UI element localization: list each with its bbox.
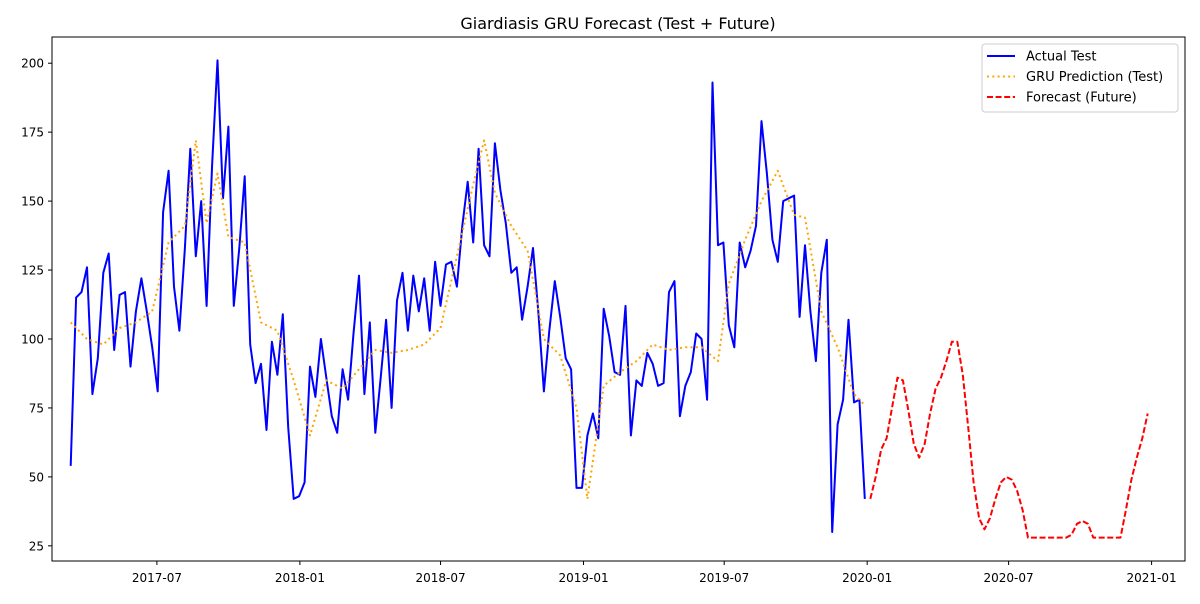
legend-label-1: Actual Test — [1026, 50, 1096, 65]
x-tick-label: 2020-01 — [842, 571, 892, 585]
legend-label-3: Forecast (Future) — [1026, 91, 1137, 106]
legend: Actual Test GRU Prediction (Test) Forecast… — [981, 43, 1179, 113]
x-tick-label: 2019-01 — [558, 571, 608, 585]
y-tick-label: 150 — [21, 195, 44, 209]
x-tick-label: 2019-07 — [699, 571, 749, 585]
y-tick-label: 200 — [21, 57, 44, 71]
y-tick-label: 175 — [21, 126, 44, 140]
series-line-3 — [869, 340, 1149, 539]
axes-layer: 2017-07 2018-01 2018-07 2019-01 2019-07 2020-… — [21, 36, 1186, 585]
y-tick-label: 125 — [21, 264, 44, 278]
legend-box — [981, 43, 1179, 113]
series-layer — [69, 59, 1149, 539]
legend-label-2: GRU Prediction (Test) — [1026, 70, 1163, 85]
y-tick-label: 100 — [21, 332, 44, 346]
chart-title: Giardiasis GRU Forecast (Test + Future) — [460, 14, 775, 33]
series-line-1 — [69, 59, 866, 533]
y-tick-label: 50 — [29, 470, 44, 484]
x-tick-label: 2020-07 — [984, 571, 1034, 585]
x-tick-label: 2017-07 — [132, 571, 182, 585]
y-tick-label: 75 — [29, 401, 44, 415]
y-tick-label: 25 — [29, 539, 44, 553]
plot-frame — [51, 36, 1186, 562]
x-tick-label: 2018-07 — [415, 571, 465, 585]
x-tick-label: 2018-01 — [275, 571, 325, 585]
x-tick-label: 2021-01 — [1127, 571, 1177, 585]
